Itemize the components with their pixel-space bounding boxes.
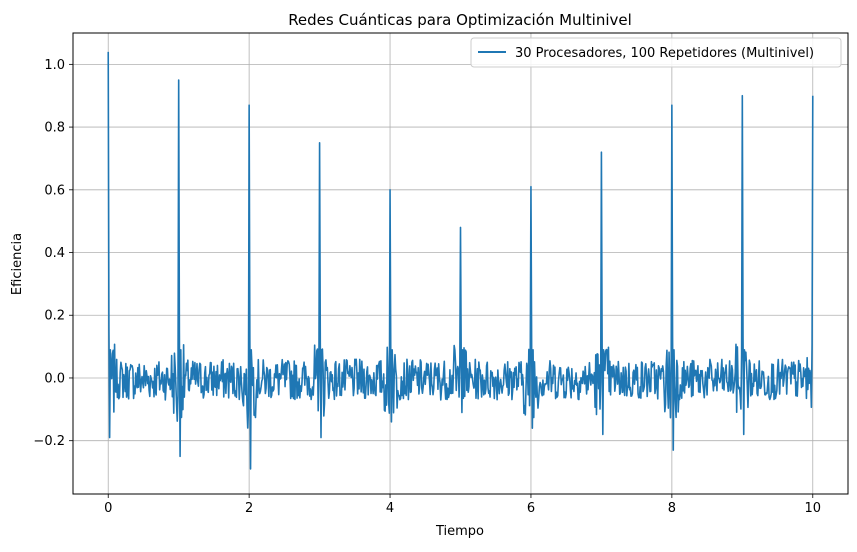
- plot-frame: [72, 32, 849, 495]
- legend-box: [470, 37, 842, 68]
- y-tick-label: 0.0: [44, 371, 65, 386]
- x-axis-ticks: 0 2 4 6 8 10: [104, 494, 821, 516]
- y-axis-label: Eficiencia: [10, 233, 25, 295]
- chart-title: Redes Cuánticas para Optimización Multin…: [288, 11, 632, 29]
- y-tick-label: 1.0: [44, 58, 65, 73]
- legend-label: 30 Procesadores, 100 Repetidores (Multin…: [515, 46, 814, 61]
- x-tick-label: 6: [527, 501, 535, 516]
- x-tick-label: 4: [386, 501, 394, 516]
- x-tick-label: 8: [668, 501, 676, 516]
- y-tick-label: 0.8: [44, 121, 65, 136]
- y-tick-label: −0.2: [33, 434, 65, 449]
- series-layer: [107, 51, 814, 470]
- y-axis-ticks: −0.2 0.0 0.2 0.4 0.6 0.8 1.0: [33, 58, 73, 449]
- y-tick-label: 0.6: [44, 183, 65, 198]
- x-tick-label: 10: [804, 501, 821, 516]
- x-tick-label: 0: [104, 501, 112, 516]
- series-line: [107, 51, 814, 470]
- y-tick-label: 0.4: [44, 246, 65, 261]
- x-axis-label: Tiempo: [435, 524, 484, 539]
- x-tick-label: 2: [245, 501, 253, 516]
- legend: 30 Procesadores, 100 Repetidores (Multin…: [470, 37, 842, 68]
- y-tick-label: 0.2: [44, 309, 65, 324]
